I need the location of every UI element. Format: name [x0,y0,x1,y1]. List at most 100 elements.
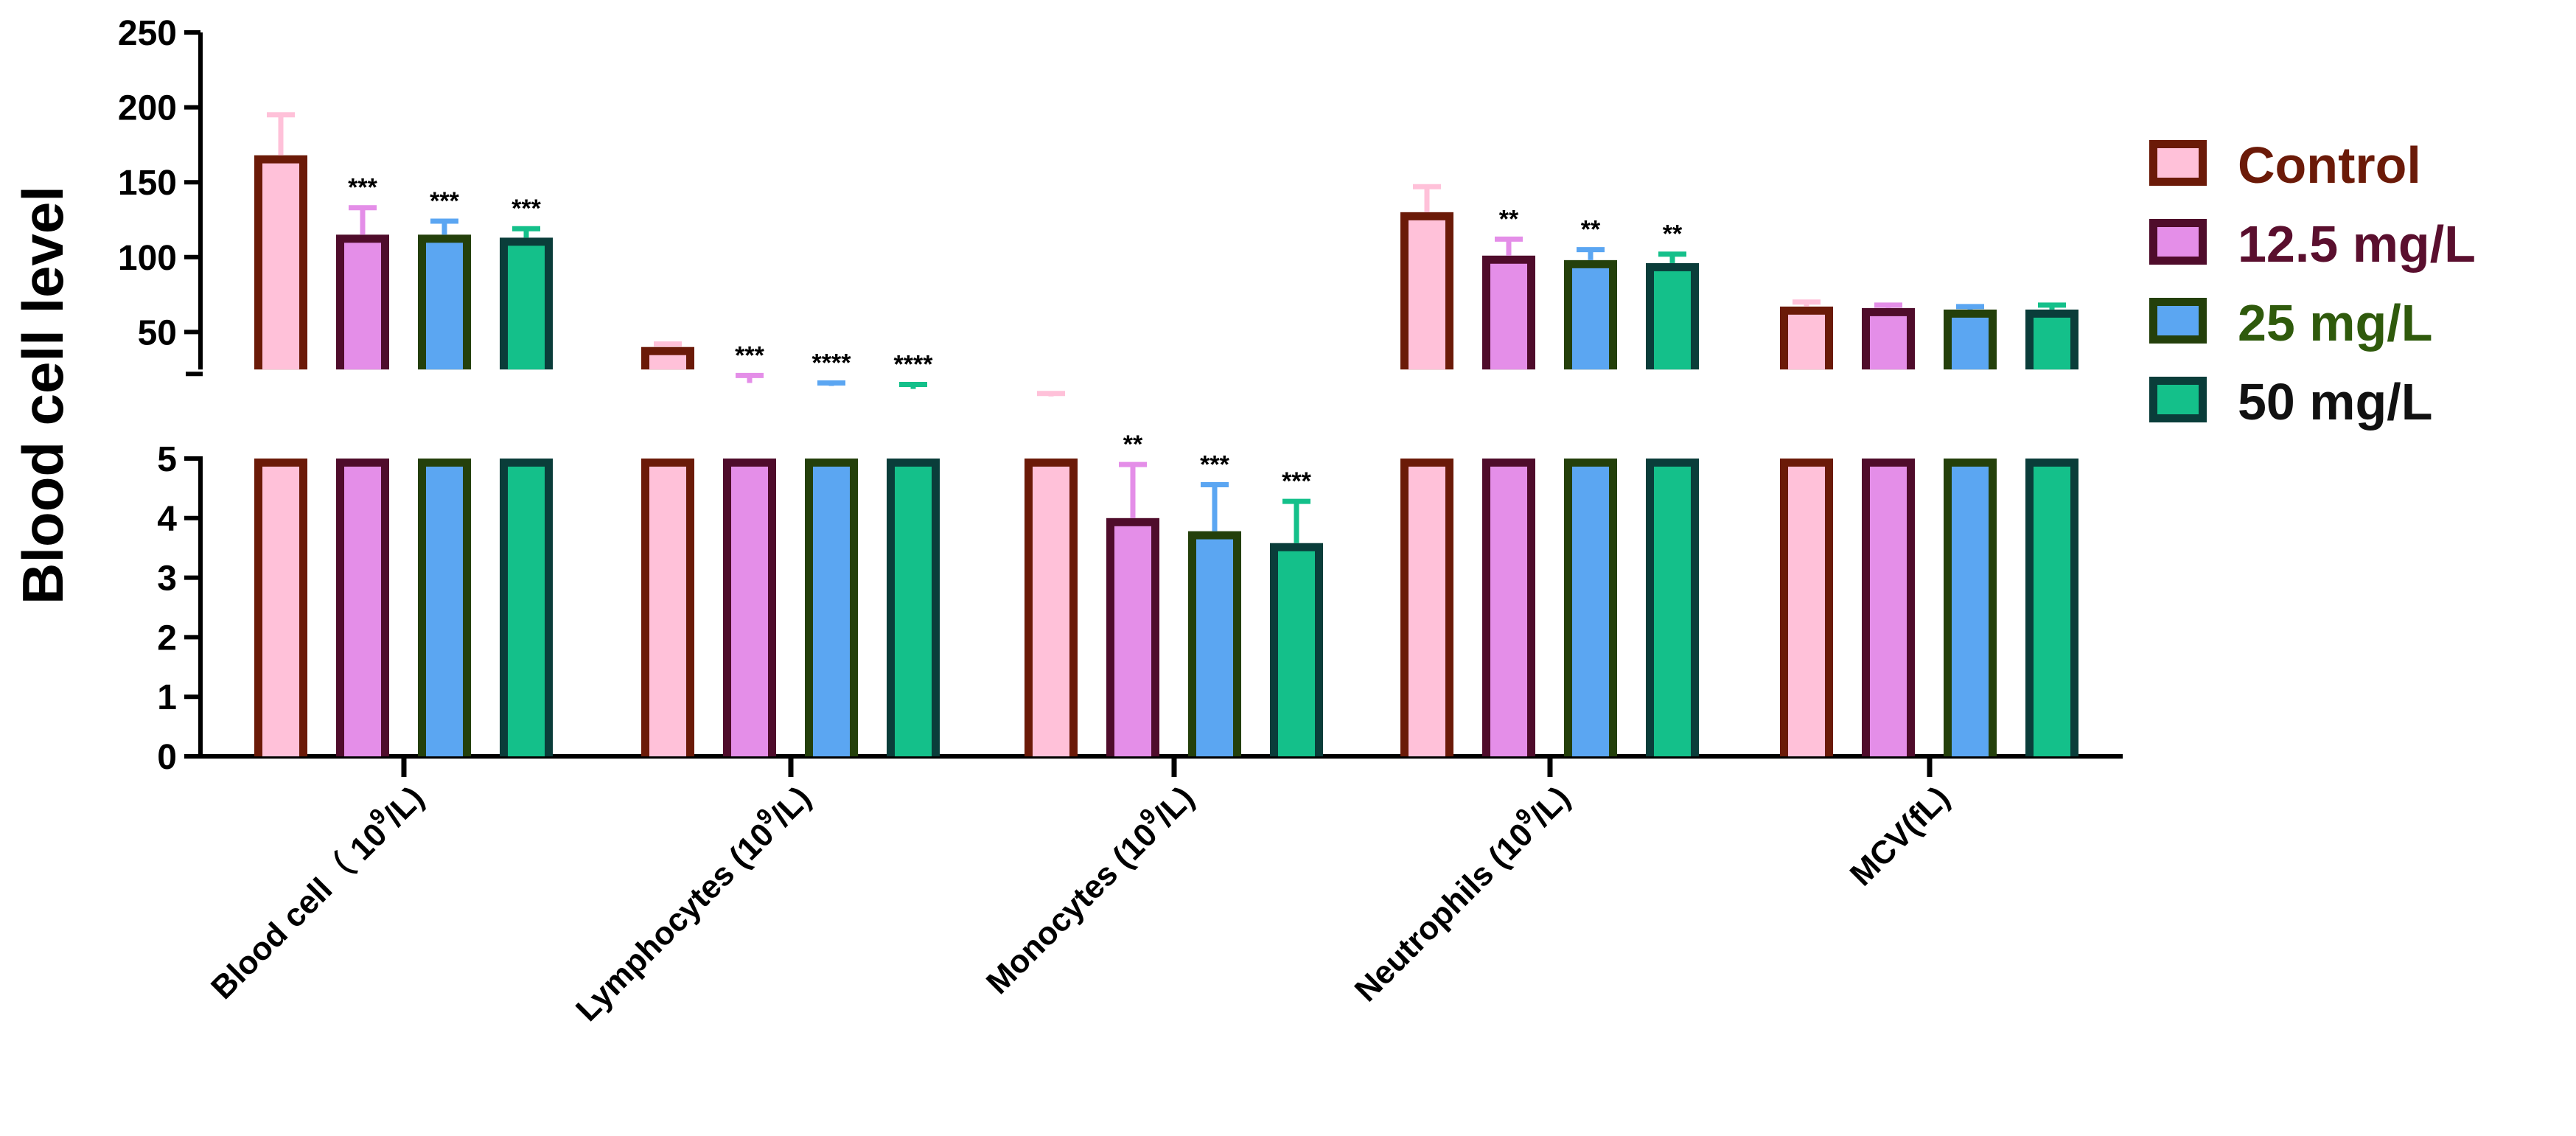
bar-lower-segment-fill [1033,467,1069,756]
y-tick-label: 1 [157,678,177,717]
bar-group: *** [1270,467,1323,756]
bar-upper-segment-fill [344,243,381,370]
bar-fill [1114,526,1151,756]
bar-lower-segment-fill [895,467,932,756]
y-tick-label: 4 [157,500,177,539]
y-tick-label: 100 [118,239,177,278]
bar-group: ** [1482,205,1535,756]
bar-group: *** [723,341,776,756]
x-tick-label: Blood cell（ 109/L) [200,776,430,1006]
bar-upper-segment-fill [1409,220,1445,370]
bar-group: ** [1564,216,1617,756]
bar-lower-segment-fill [262,467,299,756]
x-tick-label-main: Monocytes (10 [980,816,1165,1001]
bar-group [1025,391,1078,756]
significance-label: *** [1200,451,1229,479]
bar-upper-segment-fill [1952,317,1989,370]
y-axis-label: Blood cell level [10,186,75,604]
x-tick-label-main: Blood cell（ 10 [204,816,394,1006]
y-tick-label: 3 [157,560,177,599]
bar-lower-segment-fill [1490,467,1527,756]
y-tick-label: 50 [138,313,177,352]
legend-label: Control [2238,136,2421,194]
bar-lower-segment-fill [1409,467,1445,756]
bar-group: ** [1646,220,1699,756]
x-tick-labels: Blood cell（ 109/L) Lymphocytes (109/L) Mon… [200,776,1957,1028]
bar-group: *** [336,174,389,756]
y-tick-label: 0 [157,738,177,777]
bar-upper-segment-fill [1490,263,1527,370]
significance-label: **** [894,351,934,379]
significance-label: *** [512,195,541,223]
bar-group: *** [418,187,471,756]
bar-upper-segment-fill [1870,316,1907,370]
bar-group [641,341,694,756]
bars-layer: ********************************** [254,112,2078,756]
bar-group [1862,302,1915,756]
x-tick-label: MCV(fL) [1843,779,1957,893]
y-tick-label: 200 [118,89,177,128]
bar-lower-segment-fill [813,467,850,756]
significance-label: ** [1499,205,1519,233]
bar-lower-segment-fill [344,467,381,756]
x-tick-label: Monocytes (109/L) [976,776,1201,1001]
bar-upper-segment-fill [262,163,299,370]
bar-upper-segment-fill [1572,268,1609,370]
bar-lower-segment-fill [1572,467,1609,756]
significance-label: ** [1123,431,1143,459]
bar-fill [1278,551,1315,756]
legend-item: Control [2149,136,2421,194]
legend-swatch-fill [2157,385,2199,414]
bar-group [1944,304,1997,756]
bar-lower-segment-fill [731,467,768,756]
significance-label: *** [1282,467,1311,495]
bar-lower-segment-fill [1654,467,1691,756]
bar-upper-segment-fill [1788,314,1825,370]
legend-item: 12.5 mg/L [2149,215,2476,273]
significance-label: *** [430,187,459,215]
x-tick-label-main: Lymphocytes (10 [569,816,781,1028]
legend-swatch-fill [2157,227,2199,257]
significance-label: ** [1663,220,1683,248]
bar-group [1400,184,1453,756]
legend-item: 50 mg/L [2149,373,2433,431]
bar-group: *** [500,195,553,756]
bar-group: *** [1188,451,1241,756]
y-tick-label: 150 [118,164,177,203]
y-tick-label: 250 [118,14,177,53]
legend-item: 25 mg/L [2149,294,2433,352]
legend-label: 50 mg/L [2238,373,2433,431]
bar-group: ** [1106,431,1159,756]
bar-lower-segment-fill [649,467,686,756]
legend: Control 12.5 mg/L 25 mg/L 50 mg/L [2149,136,2476,431]
significance-label: *** [348,174,377,202]
bar-group [1780,299,1833,756]
x-tick-label: Lymphocytes (109/L) [565,776,817,1028]
bar-lower-segment-fill [1952,467,1989,756]
bar-lower-segment-fill [2034,467,2070,756]
significance-label: ** [1581,216,1601,244]
y-tick-label: 2 [157,618,177,658]
significance-label: *** [735,341,764,369]
bar-group: **** [805,349,858,756]
legend-swatch-fill [2157,306,2199,335]
legend-swatch-fill [2157,148,2199,178]
bar-lower-segment-fill [1788,467,1825,756]
bar-lower-segment-fill [426,467,463,756]
significance-label: **** [812,349,852,377]
axes: 0 1 2 3 4 5 50 100 150 200 250 [118,14,2123,777]
legend-label: 25 mg/L [2238,294,2433,352]
bar-fill [1196,539,1233,756]
bar-upper-segment-fill [1654,271,1691,370]
bar-upper-segment-fill [649,355,686,370]
bar-upper-segment-fill [508,245,545,370]
y-tick-label: 5 [157,440,177,479]
bar-lower-segment-fill [508,467,545,756]
x-tick-label-main: Neutrophils (10 [1348,816,1540,1008]
legend-label: 12.5 mg/L [2238,215,2476,273]
x-tick-label: Neutrophils (109/L) [1344,776,1577,1008]
bar-group [2025,302,2078,756]
x-tick-label-main: MCV(fL) [1843,779,1957,893]
bar-group: **** [887,351,940,756]
